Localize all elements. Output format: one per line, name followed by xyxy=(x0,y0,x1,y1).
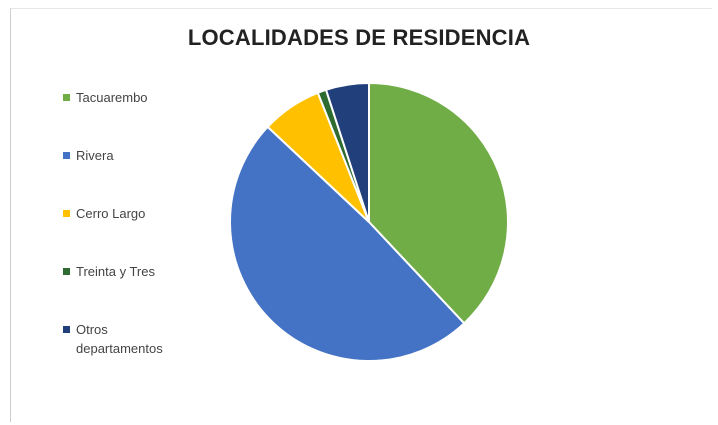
legend-swatch xyxy=(63,210,70,217)
legend-item: Rivera xyxy=(63,146,201,165)
pie-slice-rivera xyxy=(229,125,466,362)
legend-item: Otros departamentos xyxy=(63,320,186,358)
legend-item: Cerro Largo xyxy=(63,204,201,223)
legend-label: Treinta y Tres xyxy=(76,264,155,279)
legend-swatch xyxy=(63,94,70,101)
legend-label: Cerro Largo xyxy=(76,206,146,221)
legend-label: Rivera xyxy=(76,148,114,163)
legend-label: Otros departamentos xyxy=(76,322,163,356)
chart-frame xyxy=(10,8,712,422)
legend-swatch xyxy=(63,326,70,333)
legend-item: Treinta y Tres xyxy=(63,262,201,281)
pie-slice-otros-departamentos xyxy=(324,81,370,223)
legend-label: Tacuarembo xyxy=(76,90,148,105)
chart-title: LOCALIDADES DE RESIDENCIA xyxy=(187,25,531,50)
legend-item: Tacuarembo xyxy=(63,88,201,107)
legend-swatch xyxy=(63,268,70,275)
pie-slice-tacuarembo xyxy=(368,81,509,325)
legend-swatch xyxy=(63,152,70,159)
